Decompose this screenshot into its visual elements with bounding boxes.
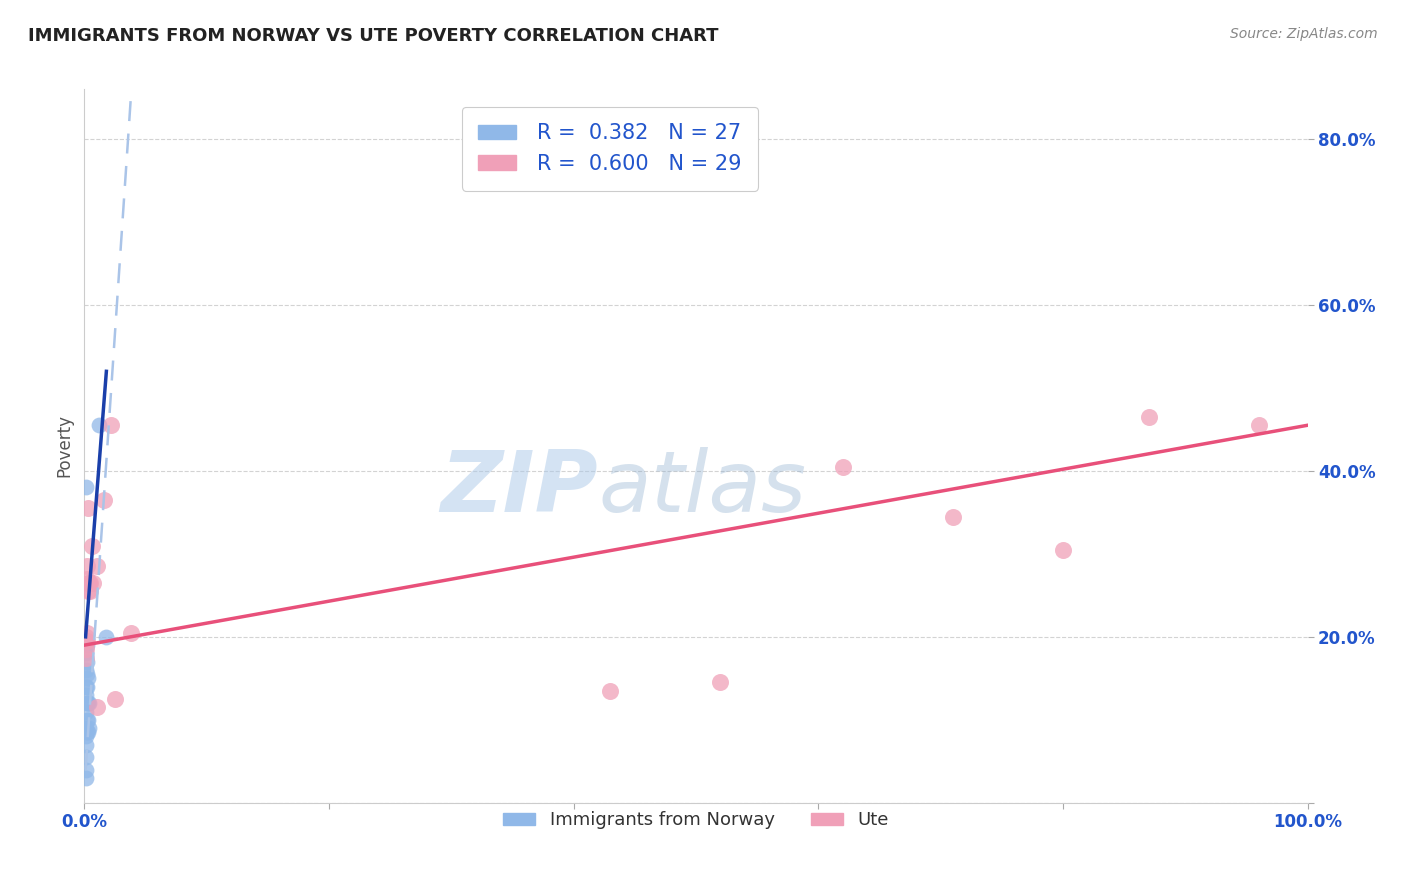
- Point: [93, 492, 115, 507]
- Point: [942, 509, 965, 524]
- Point: [1247, 418, 1270, 433]
- Point: [76, 634, 98, 648]
- Point: [77, 696, 100, 710]
- Text: atlas: atlas: [598, 447, 806, 531]
- Point: [75, 750, 97, 764]
- Point: [75, 705, 97, 719]
- Y-axis label: Poverty: Poverty: [55, 415, 73, 477]
- Point: [76, 680, 98, 694]
- Point: [75, 647, 97, 661]
- Point: [77, 725, 100, 739]
- Point: [75, 730, 97, 744]
- Point: [77, 696, 100, 710]
- Point: [75, 771, 97, 785]
- Point: [75, 721, 97, 735]
- Point: [104, 692, 127, 706]
- Point: [77, 584, 100, 599]
- Point: [76, 696, 98, 710]
- Point: [599, 683, 621, 698]
- Text: ZIP: ZIP: [440, 447, 598, 531]
- Point: [87, 418, 110, 433]
- Point: [75, 763, 97, 777]
- Point: [709, 675, 731, 690]
- Point: [1137, 409, 1160, 424]
- Point: [75, 680, 97, 694]
- Point: [75, 630, 97, 644]
- Point: [75, 688, 97, 702]
- Legend: Immigrants from Norway, Ute: Immigrants from Norway, Ute: [495, 805, 897, 837]
- Point: [76, 725, 98, 739]
- Point: [79, 575, 101, 590]
- Point: [82, 575, 104, 590]
- Point: [77, 671, 100, 685]
- Point: [86, 700, 108, 714]
- Point: [79, 584, 101, 599]
- Point: [77, 575, 100, 590]
- Point: [120, 625, 142, 640]
- Point: [76, 559, 98, 574]
- Point: [75, 650, 97, 665]
- Text: Source: ZipAtlas.com: Source: ZipAtlas.com: [1230, 27, 1378, 41]
- Point: [75, 738, 97, 752]
- Point: [75, 663, 97, 677]
- Point: [80, 539, 103, 553]
- Point: [76, 572, 98, 586]
- Point: [77, 575, 100, 590]
- Point: [76, 638, 98, 652]
- Point: [75, 634, 97, 648]
- Point: [76, 713, 98, 727]
- Point: [96, 630, 118, 644]
- Point: [831, 459, 853, 474]
- Point: [75, 642, 97, 657]
- Point: [75, 481, 97, 495]
- Point: [76, 655, 98, 669]
- Text: IMMIGRANTS FROM NORWAY VS UTE POVERTY CORRELATION CHART: IMMIGRANTS FROM NORWAY VS UTE POVERTY CO…: [28, 27, 718, 45]
- Point: [77, 713, 100, 727]
- Point: [76, 667, 98, 681]
- Point: [77, 501, 100, 516]
- Point: [76, 625, 98, 640]
- Point: [100, 418, 122, 433]
- Point: [77, 721, 100, 735]
- Point: [86, 559, 108, 574]
- Point: [1052, 542, 1074, 557]
